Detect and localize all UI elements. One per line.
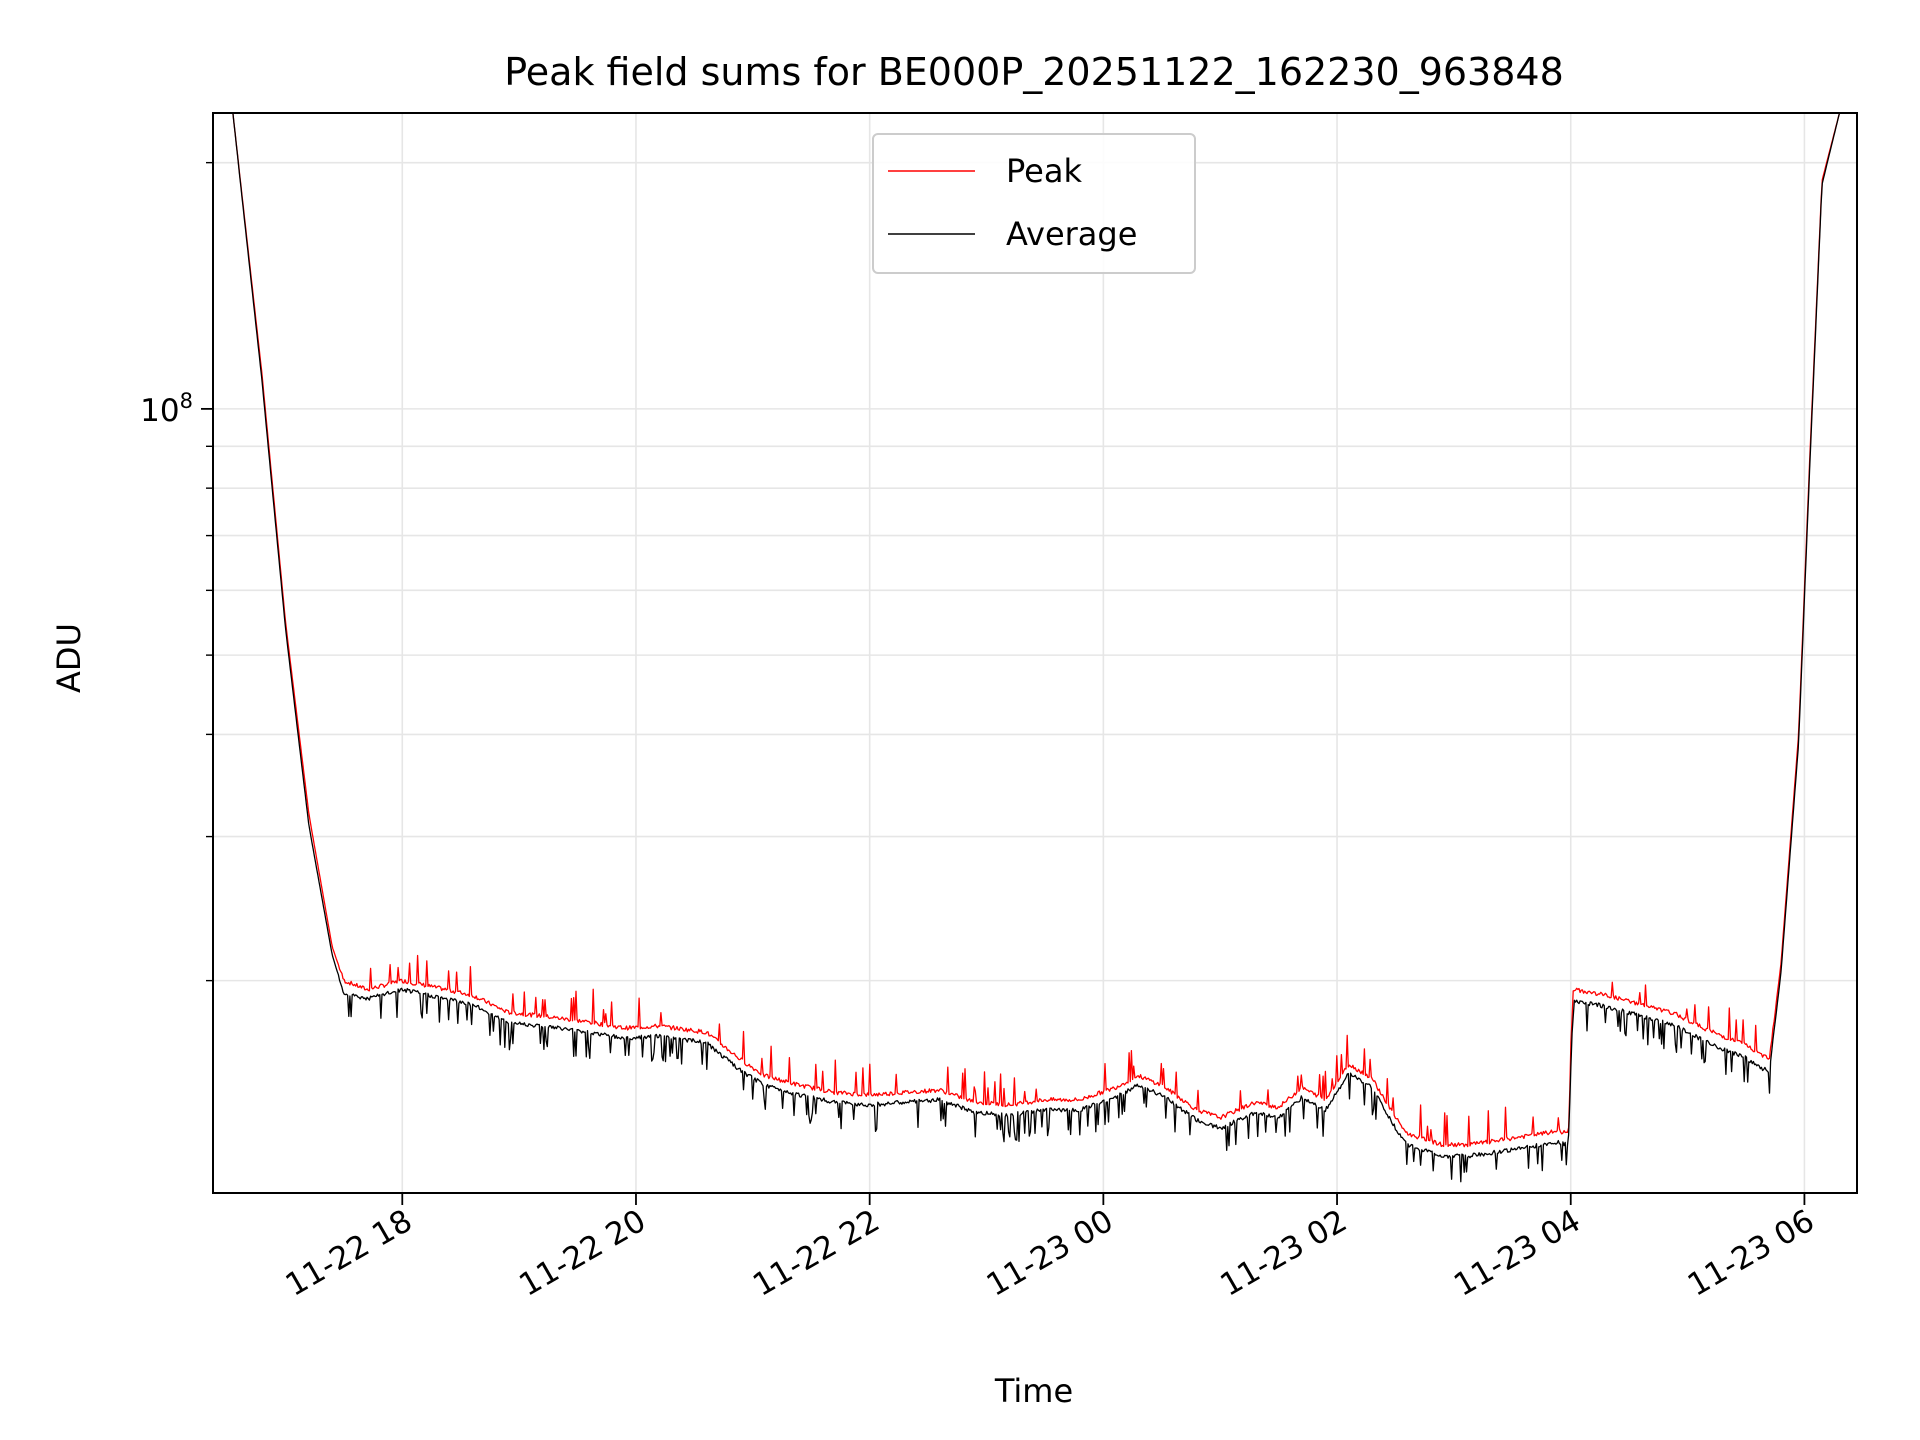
x-axis-label: Time [994,1372,1073,1410]
legend-label-average: Average [1006,215,1137,253]
series-line-peak [232,113,1841,1148]
axes-frame [212,112,1858,1194]
series-line-average [232,113,1841,1183]
legend-label-peak: Peak [1006,152,1082,190]
chart-title: Peak field sums for BE000P_20251122_1622… [504,50,1564,94]
y-axis-label: ADU [50,623,88,693]
grid [213,113,1857,1193]
y-tick-label: 108 [140,389,193,429]
legend: Peak Average [872,133,1196,274]
legend-box [872,133,1196,274]
